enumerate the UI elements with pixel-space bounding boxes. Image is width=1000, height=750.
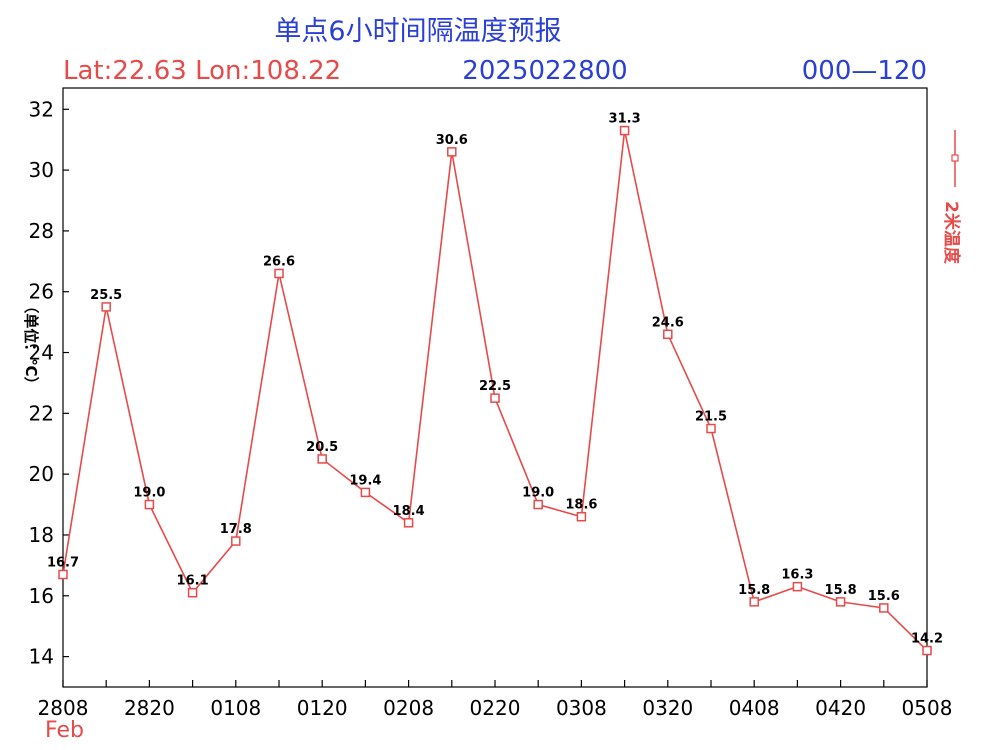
data-point-marker	[360, 487, 371, 498]
legend-marker	[951, 154, 959, 162]
x-axis: 2808 2820 0108 0120 0208 0220 0308 0320 0408 0420…	[38, 680, 953, 720]
y-tick-label: 30	[29, 158, 54, 182]
x-tick-label: 2808	[38, 696, 89, 720]
data-label: 15.8	[825, 583, 857, 598]
x-tick-label: 0308	[556, 696, 607, 720]
data-label: 25.5	[90, 288, 122, 303]
data-label: 17.8	[220, 522, 252, 537]
y-tick-label: 18	[29, 523, 54, 547]
month-label: Feb	[45, 718, 84, 743]
data-point-marker	[490, 393, 500, 403]
data-point-marker	[576, 511, 587, 522]
y-tick-label: 22	[29, 401, 54, 425]
data-label: 16.1	[177, 574, 209, 589]
data-label: 18.6	[565, 498, 597, 513]
data-point-marker	[619, 125, 630, 136]
data-point-marker	[663, 329, 673, 340]
data-label: 30.6	[436, 133, 468, 148]
y-tick-label: 28	[29, 219, 54, 243]
data-label: 19.4	[349, 473, 381, 488]
y-tick-label: 24	[29, 341, 54, 365]
data-point-marker	[101, 302, 111, 312]
data-point-marker	[274, 268, 284, 279]
data-label: 21.5	[695, 410, 727, 425]
y-axis: 14 16 18 20 22 24 26 28 30 32	[29, 97, 69, 669]
data-label: 20.5	[306, 440, 338, 455]
y-axis-label: （单位：℃）	[22, 298, 40, 391]
y-tick-label: 26	[29, 280, 54, 304]
y-tick-label: 16	[29, 584, 54, 608]
data-label: 15.8	[738, 583, 770, 598]
data-point-marker	[879, 603, 889, 613]
data-point-marker	[317, 454, 327, 464]
data-label: 19.0	[133, 486, 165, 501]
data-labels: 16.7 25.5 19.0 16.1 17.8 26.6 20.5 19.4 18.4 30.6…	[47, 112, 943, 647]
x-tick-label: 0420	[815, 696, 866, 720]
data-label: 14.2	[911, 632, 943, 647]
data-point-marker	[835, 597, 846, 607]
data-point-marker	[447, 147, 457, 157]
data-label: 16.3	[781, 568, 813, 583]
data-label: 16.7	[47, 555, 79, 570]
x-tick-label: 2820	[124, 696, 175, 720]
y-tick-label: 14	[29, 645, 54, 669]
legend-label: 2米温度	[941, 201, 962, 265]
legend: 2米温度	[941, 130, 962, 265]
data-point-marker	[144, 499, 155, 510]
location-label: Lat:22.63 Lon:108.22	[63, 56, 341, 86]
data-label: 18.4	[393, 504, 425, 519]
data-point-marker	[792, 581, 803, 592]
x-tick-label: 0408	[729, 696, 780, 720]
x-tick-label: 0320	[642, 696, 693, 720]
data-point-marker	[922, 645, 932, 656]
x-tick-label: 0208	[383, 696, 434, 720]
x-tick-label: 0120	[297, 696, 348, 720]
x-tick-label: 0508	[902, 696, 953, 720]
init-time-label: 2025022800	[462, 56, 627, 86]
x-tick-label: 0220	[470, 696, 521, 720]
y-tick-label: 20	[29, 462, 54, 486]
data-label: 31.3	[609, 112, 641, 127]
forecast-range-label: 000—120	[802, 56, 927, 86]
data-point-marker	[533, 499, 543, 510]
x-tick-label: 0108	[210, 696, 261, 720]
data-point-marker	[58, 569, 68, 580]
data-label: 26.6	[263, 254, 295, 269]
data-point-marker	[749, 597, 759, 607]
data-label: 24.6	[652, 315, 684, 330]
series-2m-temperature	[58, 125, 932, 656]
data-point-marker	[706, 423, 716, 434]
data-label: 19.0	[522, 486, 554, 501]
data-label: 22.5	[479, 379, 511, 394]
data-point-marker	[403, 518, 414, 528]
data-point-marker	[231, 536, 241, 546]
y-tick-label: 32	[29, 97, 54, 121]
chart-title: 单点6小时间隔温度预报	[274, 16, 561, 47]
data-point-marker	[187, 587, 198, 598]
data-label: 15.6	[868, 589, 900, 604]
